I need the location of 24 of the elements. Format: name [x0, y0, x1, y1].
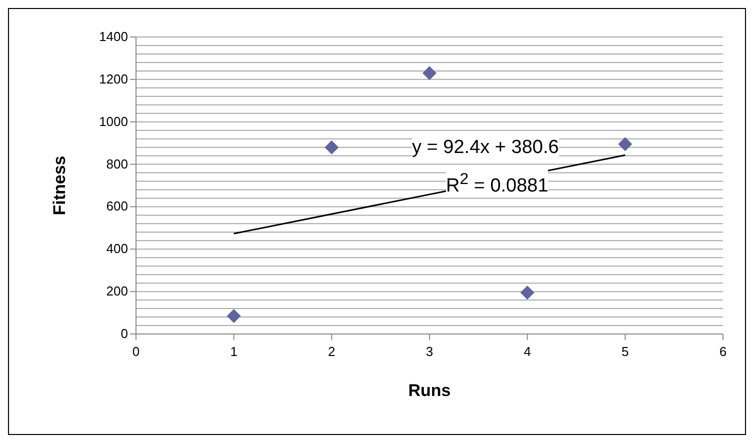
y-axis-title: Fitness [50, 156, 70, 216]
x-tick-label: 0 [132, 344, 140, 359]
y-tick-label: 0 [120, 326, 128, 341]
x-tick-label: 3 [426, 344, 434, 359]
x-tick-label: 5 [622, 344, 629, 359]
annotation: R$^{2}$ = 0.0881 [446, 169, 548, 198]
y-tick-label: 400 [106, 241, 128, 256]
y-tick-label: 800 [106, 156, 128, 172]
point [618, 137, 632, 152]
x-tick-label: 4 [524, 344, 531, 359]
y-tick-label: 1200 [99, 71, 128, 86]
point [422, 66, 436, 80]
point [324, 140, 339, 154]
y-tick-label: 200 [106, 284, 128, 299]
x-axis-title: Runs [408, 381, 451, 400]
x-tick-label: 1 [230, 344, 238, 359]
y-tick-label: 1000 [99, 114, 128, 129]
point [226, 308, 241, 323]
x-tick-label: 6 [719, 344, 727, 359]
y-tick-label: 600 [106, 198, 128, 214]
x-tick-label: 2 [328, 344, 336, 359]
point [520, 286, 534, 300]
y-tick-label: 1400 [99, 29, 128, 44]
annotation: y = 92.4x + 380.6 [412, 137, 559, 159]
